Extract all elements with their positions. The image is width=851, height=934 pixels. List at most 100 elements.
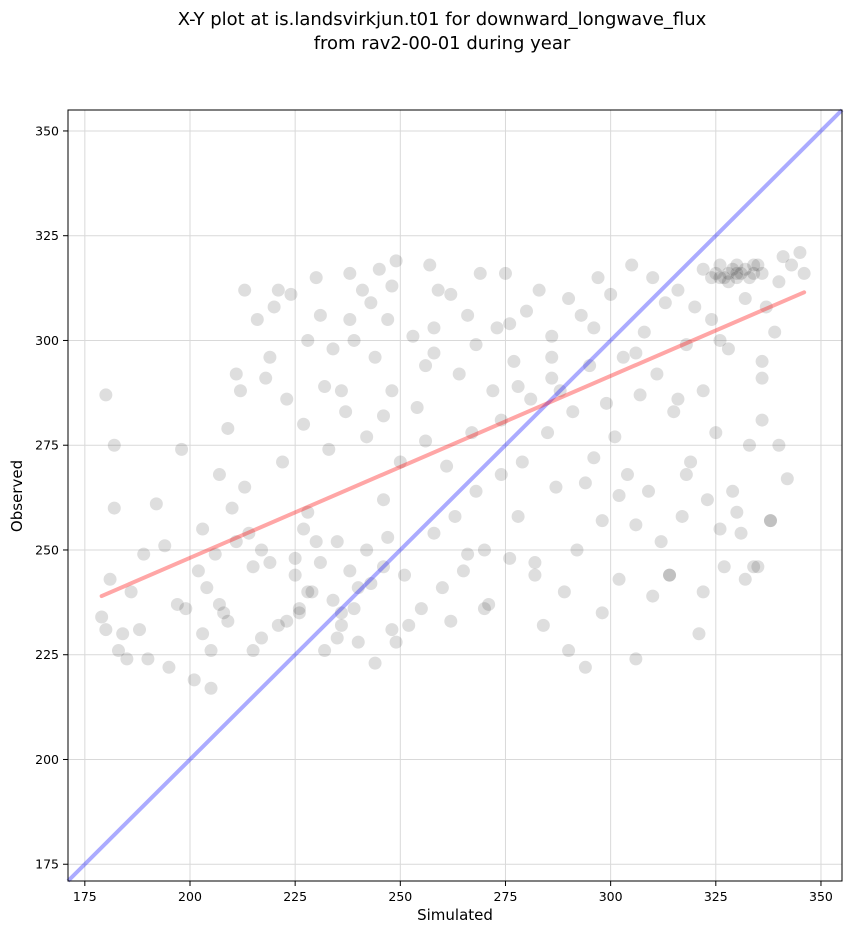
scatter-point <box>385 279 399 293</box>
scatter-point <box>318 644 332 658</box>
y-axis-ticks: 175 200 225 250 275 300 325 350 <box>35 123 68 872</box>
scatter-point <box>95 610 109 624</box>
scatter-point <box>768 325 782 339</box>
scatter-point <box>204 681 218 695</box>
scatter-point <box>511 509 525 523</box>
scatter-point <box>709 266 723 280</box>
scatter-point <box>427 526 441 540</box>
scatter-point <box>381 313 395 327</box>
scatter-point <box>162 660 176 674</box>
x-tick-label: 175 <box>73 889 97 904</box>
scatter-point <box>250 313 264 327</box>
x-tick-label: 300 <box>599 889 623 904</box>
scatter-point <box>406 329 420 343</box>
x-tick-label: 325 <box>704 889 728 904</box>
scatter-points <box>95 245 811 695</box>
scatter-point <box>364 576 378 590</box>
scatter-point <box>717 271 731 285</box>
scatter-point <box>599 396 613 410</box>
scatter-point <box>692 627 706 641</box>
scatter-point <box>368 656 382 670</box>
scatter-point <box>452 367 466 381</box>
scatter-point <box>402 618 416 632</box>
scatter-point <box>498 266 512 280</box>
scatter-point <box>313 556 327 570</box>
scatter-point <box>288 568 302 582</box>
scatter-point <box>419 434 433 448</box>
scatter-point <box>562 644 576 658</box>
scatter-point <box>625 258 639 272</box>
scatter-point <box>747 560 761 574</box>
scatter-point <box>520 304 534 318</box>
scatter-point <box>267 300 281 314</box>
y-tick-label: 175 <box>35 857 59 872</box>
scatter-point <box>271 618 285 632</box>
scatter-point <box>797 266 811 280</box>
scatter-point <box>334 618 348 632</box>
scatter-point <box>191 564 205 578</box>
scatter-point <box>326 593 340 607</box>
scatter-point <box>612 572 626 586</box>
y-tick-label: 225 <box>35 647 59 662</box>
scatter-point <box>242 526 256 540</box>
scatter-point <box>658 296 672 310</box>
scatter-point <box>465 426 479 440</box>
scatter-point <box>187 673 201 687</box>
scatter-point <box>688 300 702 314</box>
scatter-point <box>469 484 483 498</box>
scatter-point <box>259 371 273 385</box>
scatter-point <box>276 455 290 469</box>
scatter-point <box>570 543 584 557</box>
scatter-point <box>196 522 210 536</box>
scatter-point <box>776 250 790 264</box>
scatter-point <box>738 292 752 306</box>
scatter-point <box>684 455 698 469</box>
scatter-point <box>473 266 487 280</box>
scatter-point <box>730 266 744 280</box>
scatter-point <box>503 317 517 331</box>
scatter-point <box>629 652 643 666</box>
scatter-point <box>313 308 327 322</box>
scatter-point <box>149 497 163 511</box>
scatter-point <box>322 442 336 456</box>
scatter-point <box>742 271 756 285</box>
scatter-point <box>334 606 348 620</box>
scatter-point <box>280 392 294 406</box>
scatter-point <box>553 384 567 398</box>
scatter-point <box>347 602 361 616</box>
scatter-point <box>541 426 555 440</box>
scatter-point <box>755 354 769 368</box>
scatter-point <box>709 426 723 440</box>
scatter-point <box>175 442 189 456</box>
scatter-point <box>208 547 222 561</box>
scatter-point <box>604 287 618 301</box>
scatter-point <box>700 493 714 507</box>
scatter-point <box>212 597 226 611</box>
scatter-point <box>705 271 719 285</box>
scatter-point <box>633 388 647 402</box>
scatter-point <box>671 392 685 406</box>
scatter-point <box>351 635 365 649</box>
y-tick-label: 300 <box>35 333 59 348</box>
scatter-point <box>583 359 597 373</box>
scatter-point <box>726 484 740 498</box>
scatter-point <box>763 514 777 528</box>
scatter-point <box>587 321 601 335</box>
grid <box>68 110 842 881</box>
scatter-point <box>713 258 727 272</box>
scatter-point <box>629 346 643 360</box>
scatter-point <box>334 384 348 398</box>
scatter-point <box>679 468 693 482</box>
scatter-point <box>141 652 155 666</box>
scatter-point <box>696 585 710 599</box>
fit-lines <box>66 108 844 883</box>
scatter-point <box>763 514 777 528</box>
scatter-point <box>263 556 277 570</box>
scatter-point <box>578 476 592 490</box>
scatter-point <box>730 271 744 285</box>
scatter-point <box>107 438 121 452</box>
scatter-point <box>435 581 449 595</box>
scatter-point <box>494 468 508 482</box>
scatter-point <box>557 585 571 599</box>
scatter-point <box>99 623 113 637</box>
